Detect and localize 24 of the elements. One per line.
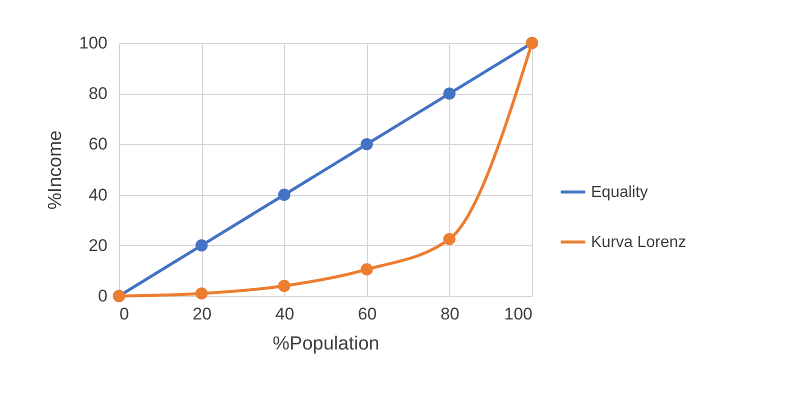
- x-axis-title: %Population: [272, 334, 380, 354]
- legend-label: Equality: [591, 184, 648, 201]
- x-tick-label: 20: [192, 304, 212, 324]
- y-tick-label: 40: [88, 185, 108, 204]
- x-tick-label: 0: [120, 304, 129, 324]
- x-tick-label: 60: [358, 304, 377, 324]
- point: [443, 87, 456, 100]
- y-tick-label: 100: [79, 34, 108, 52]
- point: [360, 263, 373, 276]
- y-tick-label: 80: [88, 84, 108, 104]
- x-tick-label: 40: [275, 304, 294, 324]
- y-tick-label: 20: [88, 236, 108, 255]
- point: [195, 239, 208, 252]
- point: [443, 232, 456, 246]
- y-tick-label: 60: [88, 134, 108, 154]
- point: [278, 280, 290, 292]
- x-tick-label: 100: [504, 304, 532, 324]
- x-tick-label: 80: [440, 304, 460, 324]
- point: [195, 287, 208, 300]
- y-axis-title: %Income: [45, 130, 66, 210]
- y-tick-label: 0: [98, 286, 108, 306]
- legend-label: Kurva Lorenz: [591, 234, 686, 251]
- point: [360, 138, 373, 150]
- point: [278, 188, 290, 201]
